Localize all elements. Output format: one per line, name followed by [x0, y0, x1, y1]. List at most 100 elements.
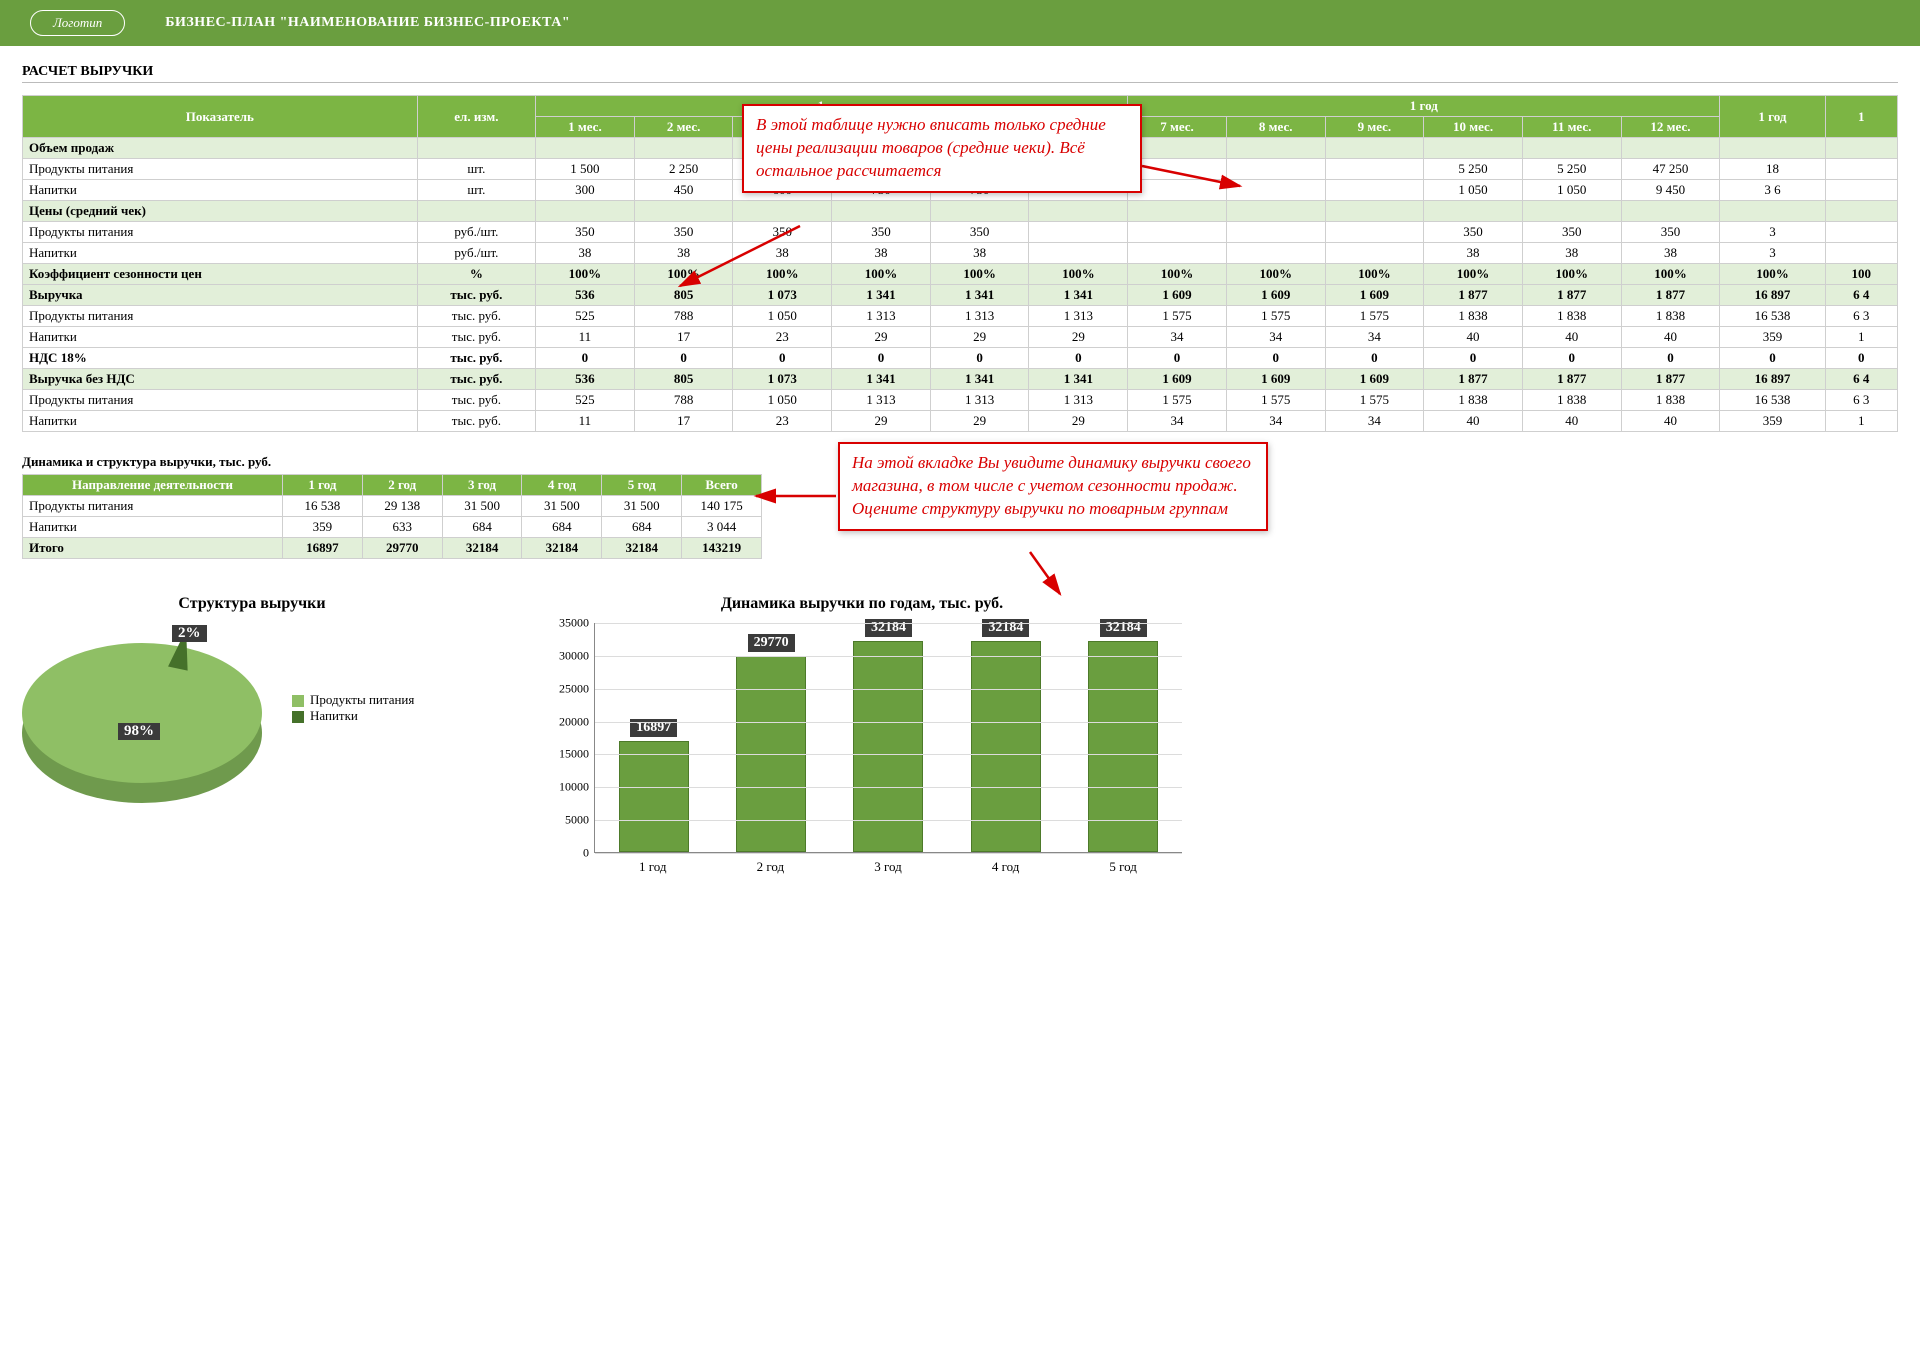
cell: 0 [1720, 348, 1825, 369]
cell: 1 [1825, 327, 1897, 348]
x-axis-label: 1 год [613, 859, 693, 875]
cell: 11 [536, 411, 635, 432]
col-month: 10 мес. [1424, 117, 1523, 138]
cell: 38 [733, 243, 832, 264]
cell: 38 [634, 243, 733, 264]
cell: 9 450 [1621, 180, 1720, 201]
cell [832, 201, 931, 222]
cell [1226, 243, 1325, 264]
cell: 38 [536, 243, 635, 264]
cell: 100% [1029, 264, 1128, 285]
cell: 100% [634, 264, 733, 285]
row-unit: тыс. руб. [417, 390, 535, 411]
cell: 0 [1621, 348, 1720, 369]
cell: 350 [832, 222, 931, 243]
cell: 450 [634, 180, 733, 201]
summary-row: Напитки3596336846846843 044 [23, 517, 762, 538]
table-row: Выручкатыс. руб.5368051 0731 3411 3411 3… [23, 285, 1898, 306]
cell: 525 [536, 390, 635, 411]
cell: 100% [536, 264, 635, 285]
annotation-prices: В этой таблице нужно вписать только сред… [742, 104, 1142, 193]
row-label: Напитки [23, 243, 418, 264]
summary-total-cell: 143219 [682, 538, 762, 559]
cell [1128, 243, 1227, 264]
table-row: НДС 18%тыс. руб.00000000000000 [23, 348, 1898, 369]
summary-total-cell: 32184 [442, 538, 522, 559]
cell: 100% [733, 264, 832, 285]
cell: 1 838 [1621, 390, 1720, 411]
pie-label-major: 98% [118, 723, 160, 740]
cell: 0 [1825, 348, 1897, 369]
summary-cell: 684 [602, 517, 682, 538]
row-unit: % [417, 264, 535, 285]
cell [1128, 222, 1227, 243]
y-axis-label: 20000 [543, 714, 589, 729]
cell [1029, 201, 1128, 222]
col-indicator: Показатель [23, 96, 418, 138]
cell: 40 [1621, 327, 1720, 348]
cell: 1 341 [832, 369, 931, 390]
x-axis-label: 3 год [848, 859, 928, 875]
cell: 0 [634, 348, 733, 369]
legend-swatch [292, 711, 304, 723]
cell: 525 [536, 306, 635, 327]
cell [1825, 222, 1897, 243]
table-row: Продукты питанияруб./шт.3503503503503503… [23, 222, 1898, 243]
cell: 1 341 [930, 369, 1029, 390]
col-extra: 1 [1825, 96, 1897, 138]
cell [1720, 138, 1825, 159]
cell [1325, 159, 1424, 180]
cell: 100% [1720, 264, 1825, 285]
cell: 23 [733, 411, 832, 432]
cell: 1 575 [1325, 390, 1424, 411]
col-month: 7 мес. [1128, 117, 1227, 138]
cell: 1 838 [1424, 390, 1523, 411]
row-unit: шт. [417, 159, 535, 180]
cell: 38 [1621, 243, 1720, 264]
page-body: РАСЧЕТ ВЫРУЧКИ Показатель ел. изм. 1 год… [0, 46, 1920, 887]
col-month: 12 мес. [1621, 117, 1720, 138]
cell [1621, 201, 1720, 222]
row-unit: шт. [417, 180, 535, 201]
cell: 0 [1226, 348, 1325, 369]
cell: 16 897 [1720, 285, 1825, 306]
bar-value-label: 32184 [1100, 619, 1147, 637]
cell: 29 [1029, 411, 1128, 432]
y-axis-label: 15000 [543, 747, 589, 762]
summary-col: 1 год [283, 475, 363, 496]
summary-total-cell: 29770 [362, 538, 442, 559]
row-label: Напитки [23, 411, 418, 432]
cell: 1 609 [1325, 369, 1424, 390]
cell [1029, 243, 1128, 264]
cell: 34 [1226, 327, 1325, 348]
row-unit: руб./шт. [417, 243, 535, 264]
cell: 5 250 [1522, 159, 1621, 180]
cell: 17 [634, 411, 733, 432]
cell: 1 575 [1128, 390, 1227, 411]
summary-cell: 31 500 [442, 496, 522, 517]
bar-value-label: 32184 [865, 619, 912, 637]
cell: 1 313 [832, 390, 931, 411]
cell: 0 [733, 348, 832, 369]
cell: 1 575 [1226, 390, 1325, 411]
logo-chip: Логотип [30, 10, 125, 36]
summary-row-label: Продукты питания [23, 496, 283, 517]
cell: 1 050 [1522, 180, 1621, 201]
annotation-dynamics: На этой вкладке Вы увидите динамику выру… [838, 442, 1268, 531]
col-unit: ел. изм. [417, 96, 535, 138]
bar-rect [619, 741, 689, 852]
x-axis-label: 4 год [966, 859, 1046, 875]
pie-label-minor: 2% [172, 625, 207, 642]
cell: 1 341 [930, 285, 1029, 306]
cell: 17 [634, 327, 733, 348]
cell: 1 877 [1522, 285, 1621, 306]
cell: 300 [536, 180, 635, 201]
summary-col-head: Направление деятельности [23, 475, 283, 496]
summary-cell: 16 538 [283, 496, 363, 517]
cell: 40 [1522, 411, 1621, 432]
cell: 0 [930, 348, 1029, 369]
pie-chart: Структура выручки 2% 98% Продукты питани… [22, 595, 482, 793]
cell [1424, 201, 1523, 222]
row-label: Продукты питания [23, 159, 418, 180]
cell: 1 877 [1522, 369, 1621, 390]
